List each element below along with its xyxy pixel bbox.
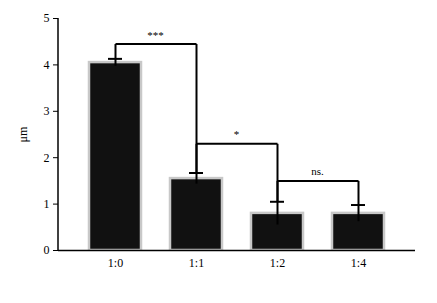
svg-text:***: *** [147, 29, 164, 41]
svg-text:5: 5 [44, 11, 50, 25]
svg-text:1:2: 1:2 [270, 256, 285, 270]
svg-text:μm: μm [16, 126, 30, 142]
svg-text:1:1: 1:1 [189, 256, 204, 270]
svg-text:3: 3 [44, 104, 50, 118]
svg-text:1:0: 1:0 [108, 256, 123, 270]
svg-text:4: 4 [44, 58, 50, 72]
svg-text:ns.: ns. [311, 165, 324, 177]
svg-text:*: * [234, 128, 240, 140]
svg-text:1:4: 1:4 [351, 256, 366, 270]
svg-text:1: 1 [44, 197, 50, 211]
svg-text:0: 0 [44, 243, 50, 257]
svg-text:2: 2 [44, 151, 50, 165]
